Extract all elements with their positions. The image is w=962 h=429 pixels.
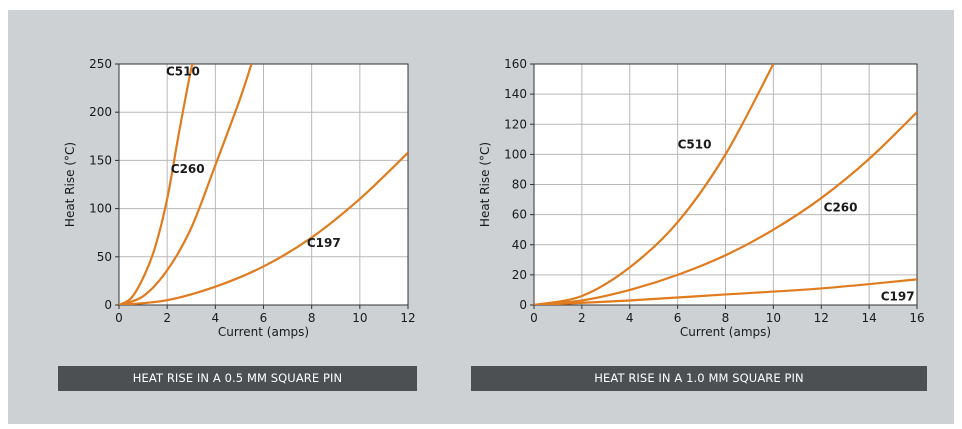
chart1-x-tick-label: 4 (212, 311, 220, 325)
chart2-y-tick-label: 60 (512, 208, 527, 222)
chart2-y-tick-label: 100 (504, 147, 527, 161)
chart1-x-axis-title: Current (amps) (218, 325, 309, 339)
chart2-x-tick-label: 2 (578, 311, 586, 325)
chart2-x-tick-label: 16 (909, 311, 924, 325)
chart1-x-tick-label: 10 (352, 311, 367, 325)
chart1-x-tick-label: 12 (400, 311, 415, 325)
chart1-y-tick-label: 200 (89, 105, 112, 119)
chart2-y-tick-label: 0 (519, 298, 527, 312)
chart2-y-tick-label: 20 (512, 268, 527, 282)
chart2-label-c260: C260 (824, 201, 858, 215)
chart2-label-c510: C510 (678, 137, 712, 151)
chart1-x-tick-label: 6 (260, 311, 268, 325)
chart2-x-tick-label: 8 (722, 311, 730, 325)
chart2-x-tick-label: 4 (626, 311, 634, 325)
chart2-caption: HEAT RISE IN A 1.0 MM SQUARE PIN (471, 366, 927, 391)
chart1-y-tick-label: 250 (89, 57, 112, 71)
chart1-series-c197 (119, 151, 408, 305)
chart1-y-axis-title: Heat Rise (°C) (63, 142, 77, 227)
chart2-series-c260 (534, 111, 917, 305)
chart1-y-tick-label: 100 (89, 202, 112, 216)
chart2-y-tick-label: 120 (504, 117, 527, 131)
chart2-y-tick-label: 80 (512, 178, 527, 192)
chart1-x-tick-label: 8 (308, 311, 316, 325)
chart2-x-axis-title: Current (amps) (680, 325, 771, 339)
chart1-label-c197: C197 (307, 236, 341, 250)
chart2-x-tick-label: 0 (530, 311, 538, 325)
chart2-series-c197 (534, 278, 917, 305)
chart1-y-tick-label: 0 (104, 298, 112, 312)
chart1-label-c510: C510 (166, 65, 200, 79)
chart1-y-tick-label: 150 (89, 153, 112, 167)
chart2-y-axis-title: Heat Rise (°C) (478, 142, 492, 227)
chart1-label-c260: C260 (171, 162, 205, 176)
chart1-x-tick-label: 2 (163, 311, 171, 325)
chart2-x-tick-label: 10 (766, 311, 781, 325)
chart1-x-tick-label: 0 (115, 311, 123, 325)
chart2-y-tick-label: 140 (504, 87, 527, 101)
chart2-x-tick-label: 14 (861, 311, 876, 325)
chart2-label-c197: C197 (881, 289, 915, 303)
chart1-caption: HEAT RISE IN A 0.5 MM SQUARE PIN (58, 366, 417, 391)
chart2-y-tick-label: 160 (504, 57, 527, 71)
chart2: 0 2 4 6 8 10 12 14 16020406080100120140160Curren… (478, 57, 925, 339)
chart1-series-c260 (119, 64, 253, 305)
chart2-x-tick-label: 6 (674, 311, 682, 325)
chart2-x-tick-label: 12 (814, 311, 829, 325)
chart2-y-tick-label: 40 (512, 238, 527, 252)
chart1-series-c510 (119, 64, 195, 305)
chart1: 0 2 4 6 8 10 12 0 50 100 150 200 250 Current (amps) He… (63, 57, 416, 339)
chart2-series-c510 (534, 64, 775, 305)
chart1-y-tick-label: 50 (97, 250, 112, 264)
